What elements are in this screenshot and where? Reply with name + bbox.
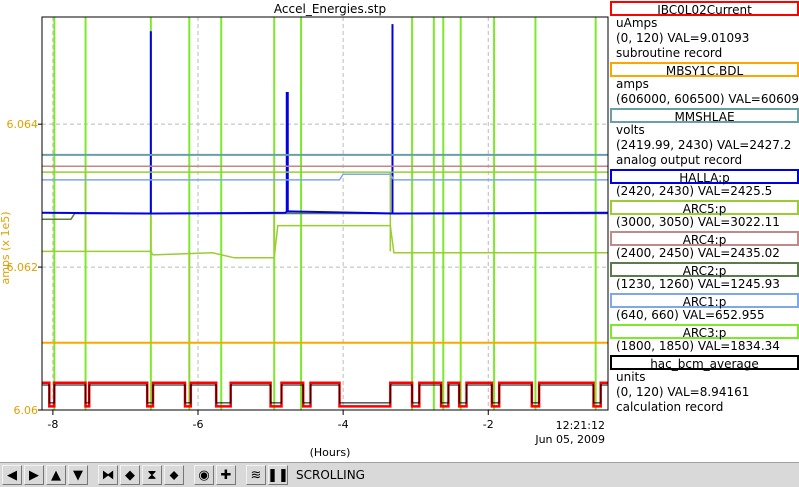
ibc-series: [42, 381, 608, 408]
legend: IBC0L02Current uAmps (0, 120) VAL=9.01093 s…: [610, 0, 799, 415]
y-axis: 6.06 6.062 6.064: [7, 118, 42, 417]
x-axis: -8 -6 -4 -2: [47, 410, 494, 431]
chart-title: Accel_Energies.stp: [274, 2, 386, 16]
y-tick-label: 6.062: [7, 261, 39, 274]
legend-detail: subroutine record: [616, 46, 723, 60]
x-axis-label: (Hours): [310, 446, 351, 459]
legend-detail: (1230, 1260) VAL=1245.93: [616, 277, 780, 291]
legend-detail: calculation record: [616, 400, 724, 414]
time-label: 12:21:12: [556, 419, 605, 432]
legend-detail: amps: [616, 77, 649, 91]
y-tick-label: 6.06: [14, 404, 39, 417]
hac-series: [42, 384, 608, 404]
legend-detail: volts: [616, 123, 645, 137]
center-icon[interactable]: ◉: [194, 465, 214, 485]
legend-detail: (2419.99, 2430) VAL=2427.2: [616, 138, 792, 152]
legend-entry[interactable]: MBSY1C.BDL: [610, 62, 799, 78]
x-tick-label: -8: [47, 418, 58, 431]
halla-series: [41, 210, 609, 215]
legend-detail: (640, 660) VAL=652.955: [616, 308, 765, 322]
legend-entry[interactable]: ARC4:p: [610, 231, 799, 247]
legend-entry[interactable]: ARC1:p: [610, 293, 799, 309]
legend-entry[interactable]: hac_bcm_average: [610, 355, 799, 371]
plus-icon[interactable]: ✚: [216, 465, 236, 485]
pause-icon[interactable]: ❚❚: [267, 465, 289, 485]
legend-detail: analog output record: [616, 153, 743, 167]
zoom-out-horizontal-icon[interactable]: ◆: [120, 465, 140, 485]
legend-detail: (3000, 3050) VAL=3022.11: [616, 215, 780, 229]
zoom-in-vertical-icon[interactable]: ⧗: [142, 465, 162, 485]
x-tick-label: -4: [338, 418, 349, 431]
zoom-out-vertical-icon[interactable]: ⬥: [164, 465, 184, 485]
x-tick-label: -6: [193, 418, 204, 431]
toolbar: ◀ ▶ ▲ ▼ ⧓ ◆ ⧗ ⬥ ◉ ✚ ≋ ❚❚ SCROLLING: [0, 462, 799, 487]
legend-detail: units: [616, 370, 646, 384]
legend-entry[interactable]: ARC3:p: [610, 324, 799, 340]
legend-entry[interactable]: IBC0L02Current: [610, 1, 799, 17]
arrow-right-icon[interactable]: ▶: [24, 465, 44, 485]
legend-entry[interactable]: ARC5:p: [610, 200, 799, 216]
y-tick-label: 6.064: [7, 118, 39, 131]
autoscale-icon[interactable]: ≋: [246, 465, 266, 485]
arrow-left-icon[interactable]: ◀: [2, 465, 22, 485]
status-text: SCROLLING: [296, 468, 365, 482]
legend-detail: (2420, 2430) VAL=2425.5: [616, 184, 773, 198]
strip-chart: Accel_Energies.stp 6.06 6.062 6.064 -8 -6 -4…: [0, 2, 609, 459]
legend-entry[interactable]: MMSHLAE: [610, 108, 799, 124]
legend-detail: (0, 120) VAL=8.94161: [616, 385, 750, 399]
date-label: Jun 05, 2009: [534, 433, 605, 446]
arrow-down-icon[interactable]: ▼: [68, 465, 88, 485]
arc5-low-series: [42, 224, 608, 259]
legend-entry[interactable]: HALLA:p: [610, 169, 799, 185]
x-tick-label: -2: [483, 418, 494, 431]
legend-detail: (606000, 606500) VAL=606094: [616, 92, 799, 106]
arc2-series: [42, 212, 608, 220]
legend-detail: (1800, 1850) VAL=1834.34: [616, 339, 780, 353]
y-axis-label: amps (x 1e5): [0, 211, 12, 284]
legend-detail: (2400, 2450) VAL=2435.02: [616, 246, 780, 260]
legend-detail: uAmps: [616, 16, 658, 30]
legend-entry[interactable]: ARC2:p: [610, 262, 799, 278]
arc1-series: [42, 173, 608, 181]
plot-frame: [41, 16, 609, 411]
legend-detail: (0, 120) VAL=9.01093: [616, 31, 750, 45]
plot-area[interactable]: [41, 17, 609, 410]
zoom-in-horizontal-icon[interactable]: ⧓: [98, 465, 118, 485]
arrow-up-icon[interactable]: ▲: [46, 465, 66, 485]
